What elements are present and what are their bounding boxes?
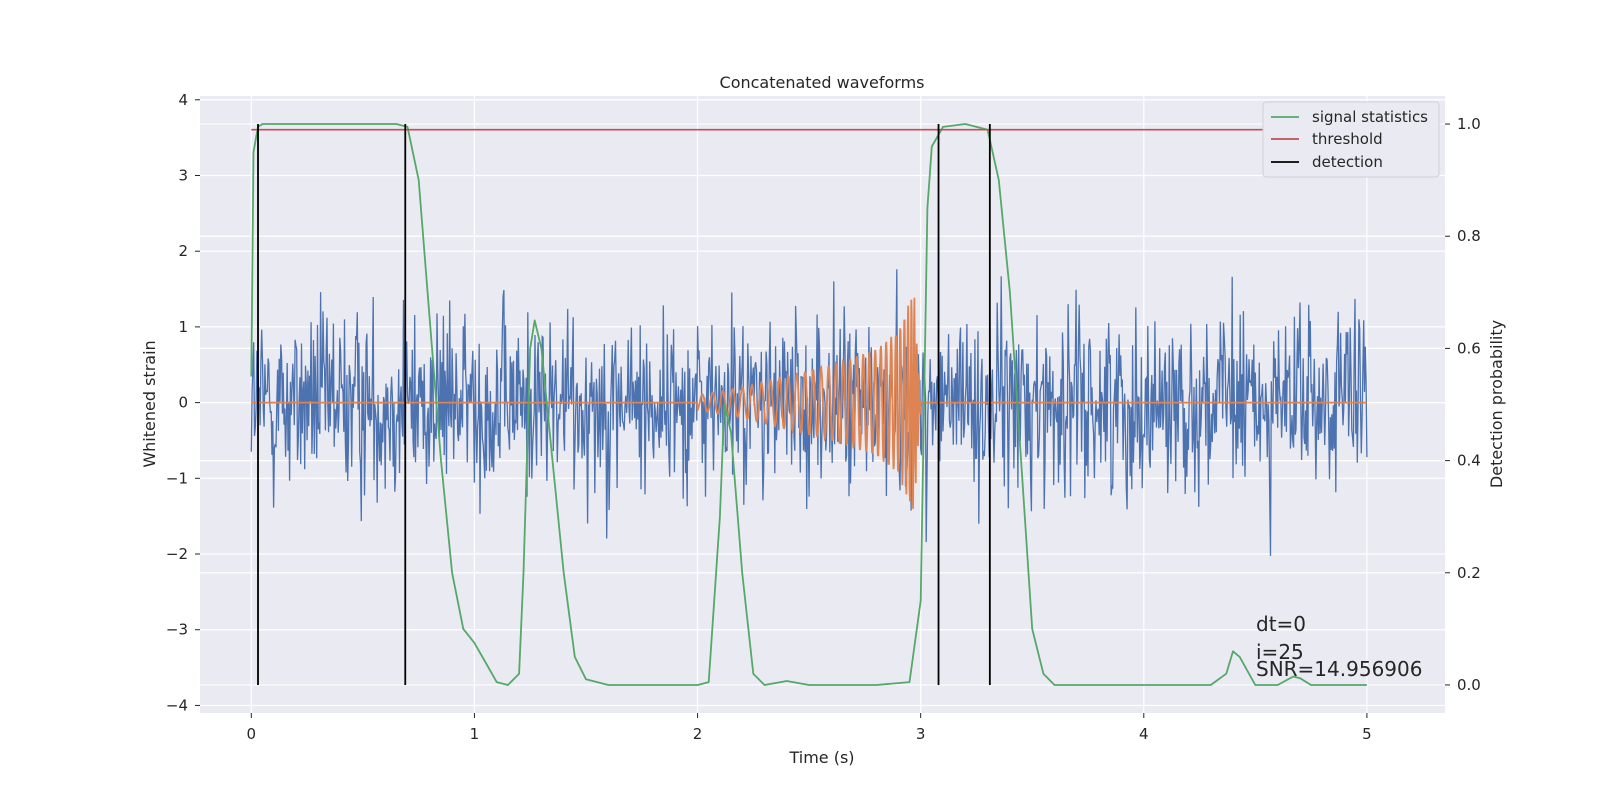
axes: 0 1 2 3 4 5 −4 −3 −2 −1 0 1 2 3 4 0.0 0.2 0.4 0.6 0.8 1.0 xyxy=(166,91,1481,743)
y2-tick-label: 0.0 xyxy=(1457,676,1481,694)
y2-tick-label: 0.6 xyxy=(1457,339,1481,357)
y-tick-label: 1 xyxy=(178,318,188,336)
x-tick-label: 1 xyxy=(470,725,480,743)
y-tick-label: 3 xyxy=(178,166,188,184)
y-tick-label: 2 xyxy=(178,242,188,260)
series-signal-statistics xyxy=(250,123,1367,686)
data-layer xyxy=(250,123,1368,686)
y2-tick-label: 0.2 xyxy=(1457,564,1481,582)
legend: signal statistics threshold detection xyxy=(1262,101,1440,178)
y-tick-label: −2 xyxy=(166,545,188,563)
series-whitened-strain xyxy=(250,269,1368,556)
x-tick-label: 3 xyxy=(916,725,926,743)
annotation-index: i=25 xyxy=(1256,640,1304,664)
annotation-dt: dt=0 xyxy=(1256,612,1306,636)
y-axis-label: Whitened strain xyxy=(140,340,159,467)
legend-label-signal-statistics: signal statistics xyxy=(1312,108,1428,126)
legend-label-detection: detection xyxy=(1312,153,1383,171)
x-axis-label: Time (s) xyxy=(788,748,854,767)
x-tick-label: 5 xyxy=(1362,725,1372,743)
y-tick-label: −3 xyxy=(166,621,188,639)
y-tick-label: −4 xyxy=(166,696,188,714)
x-tick-label: 4 xyxy=(1139,725,1149,743)
chart-title: Concatenated waveforms xyxy=(720,73,925,92)
y-tick-label: −1 xyxy=(166,469,188,487)
y2-tick-label: 0.4 xyxy=(1457,452,1481,470)
y-tick-label: 0 xyxy=(178,394,188,412)
y2-tick-label: 0.8 xyxy=(1457,227,1481,245)
y2-axis-label: Detection probability xyxy=(1487,320,1506,488)
y-tick-label: 4 xyxy=(178,91,188,109)
legend-label-threshold: threshold xyxy=(1312,130,1383,148)
x-tick-label: 2 xyxy=(693,725,703,743)
legend-box xyxy=(1262,101,1440,178)
y2-tick-label: 1.0 xyxy=(1457,115,1481,133)
annotation-snr: SNR=14.956906 xyxy=(1256,657,1422,681)
x-tick-label: 0 xyxy=(247,725,257,743)
